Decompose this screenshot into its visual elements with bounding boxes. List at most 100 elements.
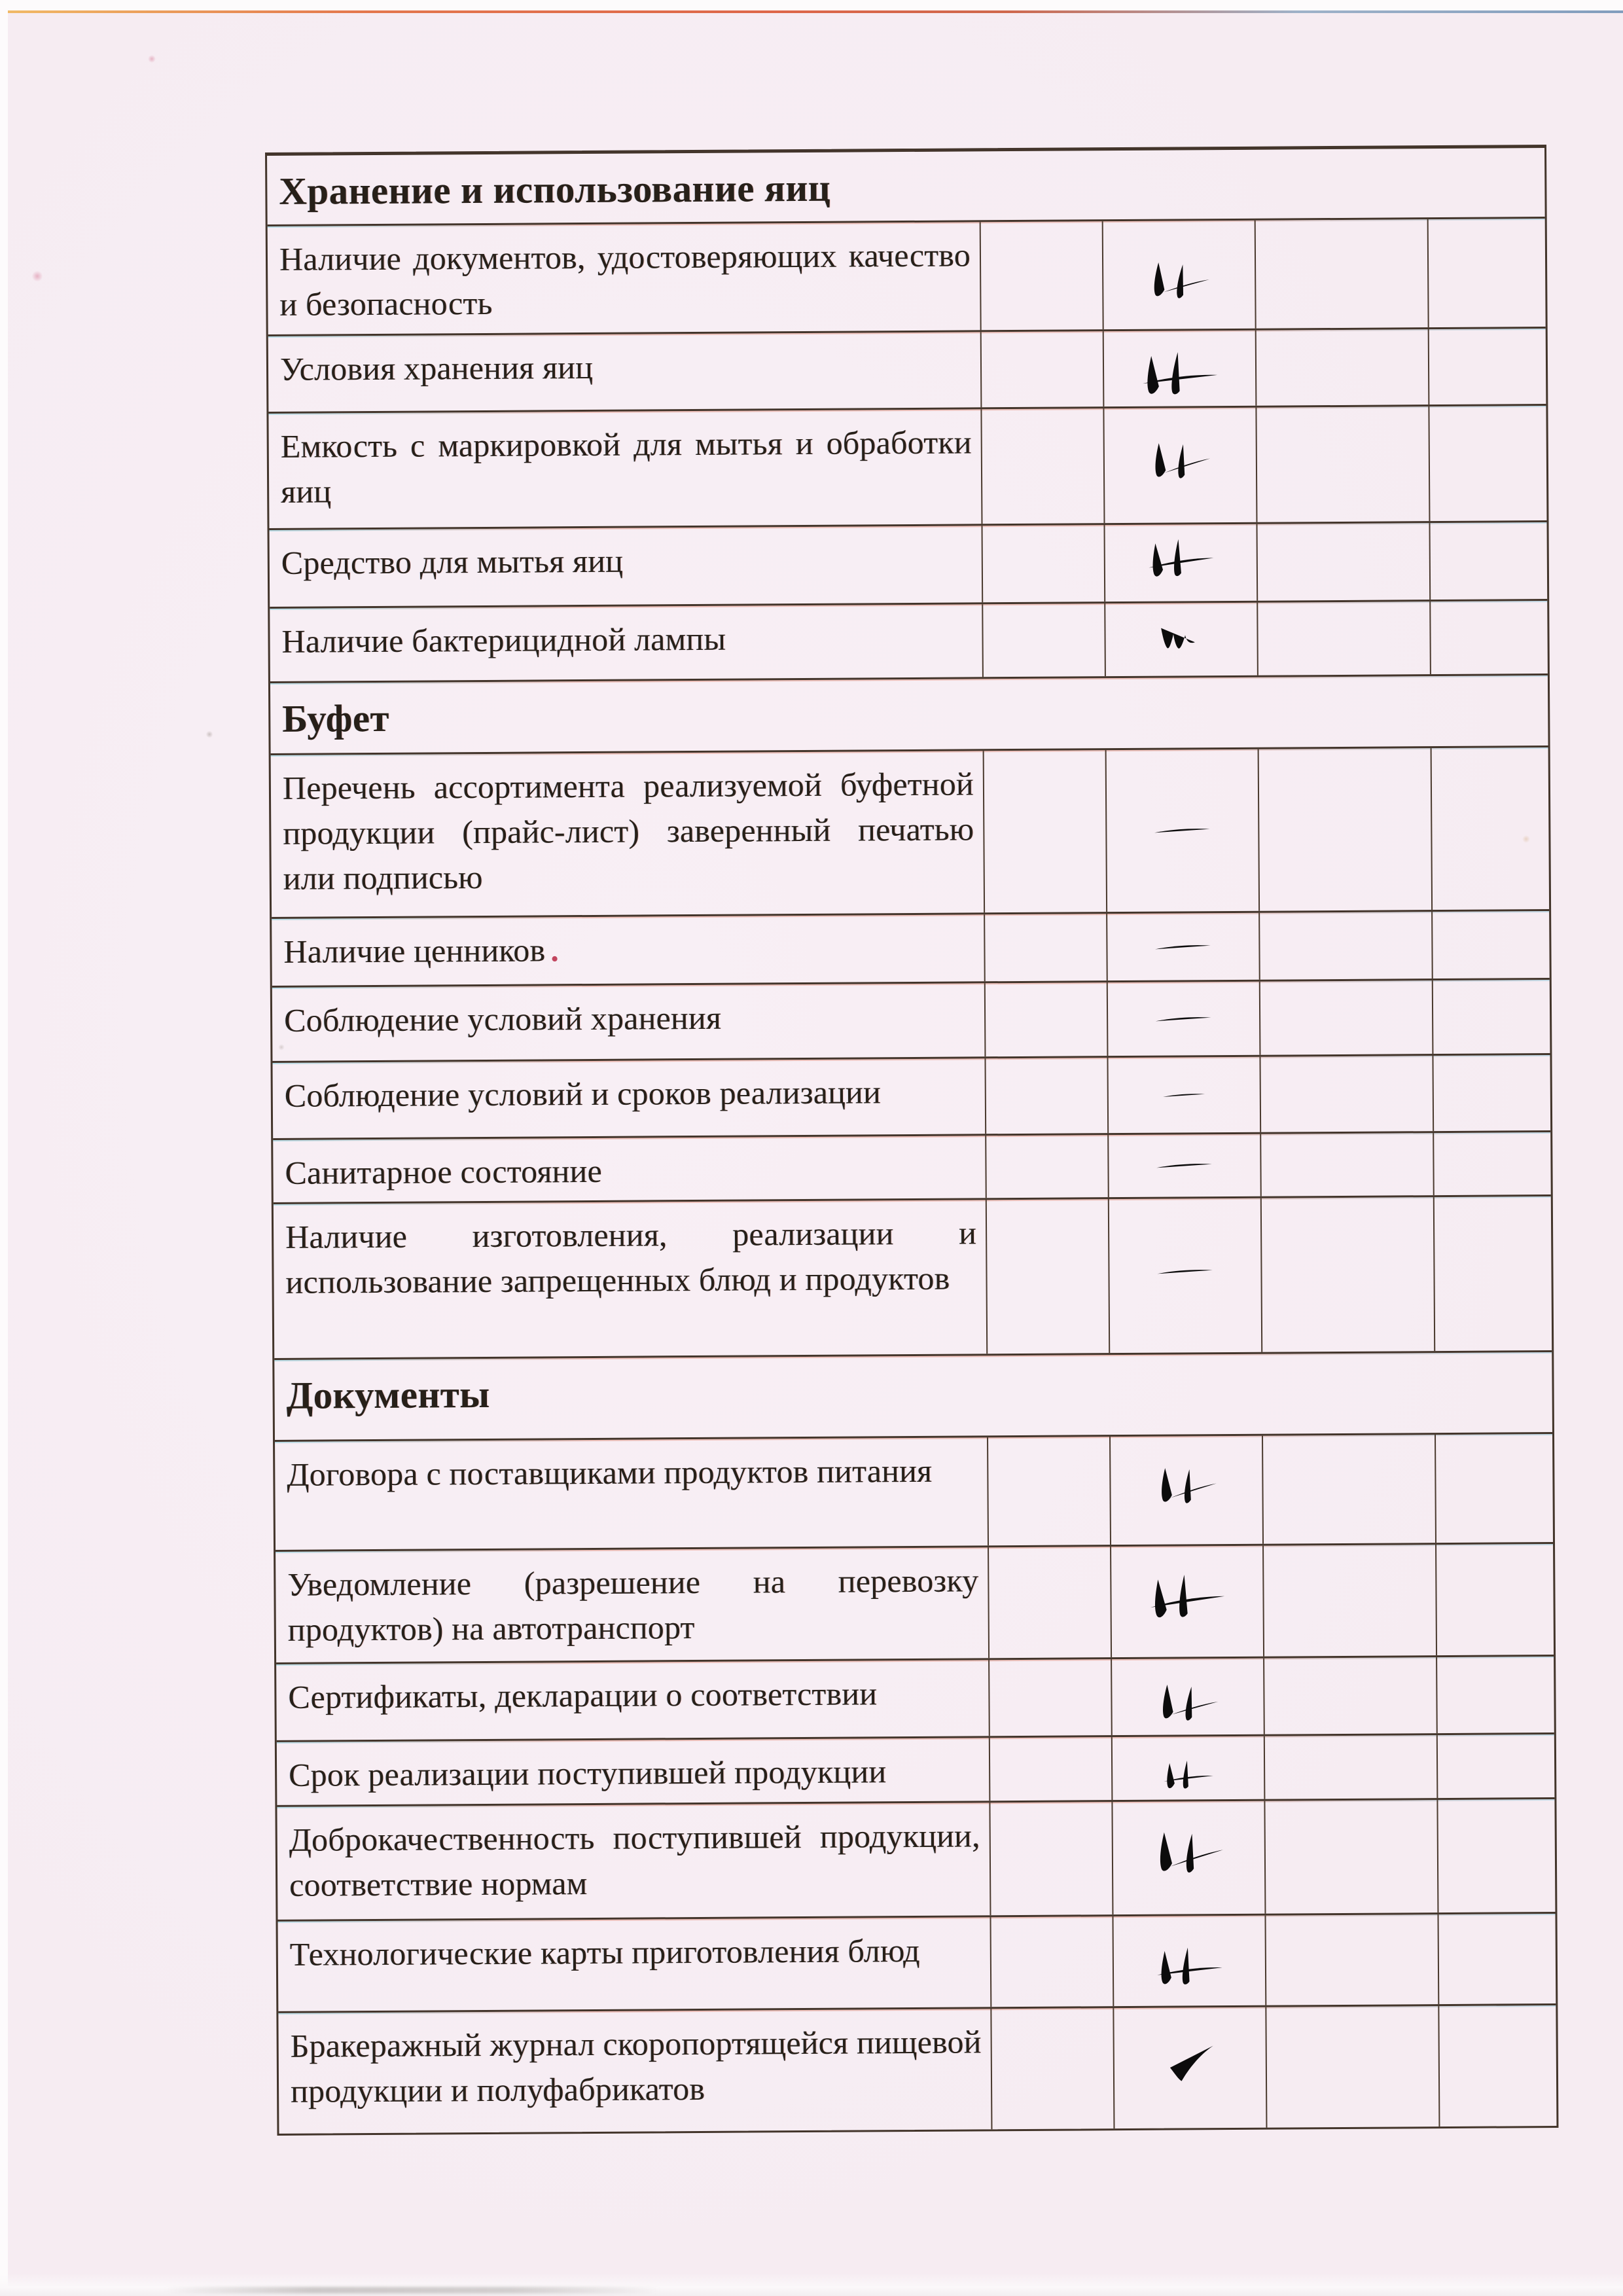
table-row: Соблюдение условий и сроков реализации: [272, 1055, 1551, 1141]
empty-cell-1: [988, 1547, 1111, 1659]
table-row: Технологические карты приготовления блюд: [277, 1914, 1556, 2014]
empty-cell-1: [988, 1737, 1112, 1801]
empty-cell-1: [982, 750, 1107, 913]
mark-cell: [1102, 331, 1256, 407]
empty-cell-1: [987, 1437, 1111, 1546]
empty-cell-4: [1427, 219, 1546, 328]
mark-cell: [1109, 1436, 1263, 1545]
mark-cell: [1101, 221, 1255, 330]
empty-cell-3: [1257, 748, 1432, 912]
table-row: Наличие бактерицидной лампы: [270, 601, 1548, 684]
table-row: Уведомление (разрешение на перевозку про…: [276, 1544, 1554, 1665]
scan-bottom-smudge: [164, 2287, 661, 2293]
item-label-cell: Соблюдение условий хранения: [272, 984, 985, 1062]
item-label: Наличие изготовления, реализации и испол…: [285, 1214, 977, 1301]
empty-cell-4: [1436, 1657, 1554, 1734]
section-title: Документы: [274, 1352, 1552, 1440]
table-row: Наличие ценников.: [272, 911, 1550, 988]
section-title-text: Хранение и использование яиц: [279, 166, 831, 213]
scan-top-edge: [0, 0, 1623, 10]
empty-cell-1: [984, 914, 1107, 982]
empty-cell-1: [982, 603, 1105, 677]
table-row: Доброкачественность поступившей продукци…: [277, 1799, 1556, 1922]
empty-cell-4: [1436, 1734, 1555, 1799]
item-label: Перечень ассортимента реализуемой буфетн…: [282, 765, 974, 897]
empty-cell-3: [1257, 601, 1430, 676]
empty-cell-4: [1429, 601, 1548, 675]
empty-cell-1: [990, 1916, 1113, 2007]
handwritten-check-mark: [1111, 1668, 1264, 1748]
section-title-text: Буфет: [282, 696, 390, 741]
handwritten-check-mark: [1113, 1801, 1264, 1914]
empty-cell-3: [1256, 523, 1430, 601]
empty-cell-3: [1260, 1133, 1433, 1197]
empty-cell-1: [984, 1058, 1108, 1134]
handwritten-check-mark: [1111, 1546, 1263, 1657]
item-label: Емкость с маркировкой для мытья и обрабо…: [280, 423, 972, 511]
item-label-cell: Наличие изготовления, реализации и испол…: [274, 1200, 986, 1359]
empty-cell-3: [1263, 1735, 1437, 1800]
item-label-cell: Срок реализации поступившей продукции: [277, 1738, 990, 1806]
section-header-row: Буфет: [270, 675, 1548, 756]
item-label-cell: Сертификаты, декларации о соответствии: [276, 1660, 989, 1741]
handwritten-dash-mark: [1108, 1057, 1260, 1133]
table-row: Санитарное состояние: [273, 1132, 1551, 1205]
item-label: Наличие документов, удостоверяющих качес…: [279, 236, 971, 323]
handwritten-check-mark: [1114, 2007, 1266, 2128]
mark-cell: [1107, 1057, 1260, 1134]
handwritten-dash-mark: [1109, 1194, 1261, 1349]
item-label: Соблюдение условий хранения: [283, 999, 722, 1039]
item-label-cell: Наличие бактерицидной лампы: [270, 605, 982, 682]
item-label: Бракеражный журнал скоропортящейся пищев…: [290, 2023, 982, 2110]
mark-cell: [1104, 603, 1257, 677]
item-label-cell: Уведомление (разрешение на перевозку про…: [276, 1548, 988, 1663]
item-label-cell: Бракеражный журнал скоропортящейся пищев…: [278, 2009, 991, 2134]
item-label-cell: Технологические карты приготовления блюд: [278, 1918, 991, 2012]
handwritten-check-mark: [1103, 340, 1257, 420]
empty-cell-3: [1255, 406, 1429, 523]
scan-top-color-line: [0, 10, 1623, 13]
handwritten-dash-mark: [1107, 913, 1259, 980]
empty-cell-3: [1265, 2006, 1439, 2128]
empty-cell-1: [990, 2008, 1114, 2130]
mark-cell: [1107, 1134, 1260, 1198]
empty-cell-3: [1264, 1914, 1438, 2006]
item-label: Доброкачественность поступившей продукци…: [289, 1817, 980, 1904]
handwritten-check-mark: [1111, 1436, 1262, 1545]
empty-cell-4: [1435, 1544, 1554, 1656]
item-label: Уведомление (разрешение на перевозку про…: [287, 1562, 979, 1649]
section-title: Хранение и использование яиц: [267, 148, 1545, 224]
table-row: Условия хранения яиц: [268, 329, 1546, 414]
empty-cell-3: [1262, 1545, 1436, 1657]
empty-cell-3: [1255, 329, 1429, 406]
handwritten-dash-mark: [1108, 982, 1260, 1056]
item-label: Договора с поставщиками продуктов питани…: [287, 1452, 933, 1494]
table-row: Емкость с маркировкой для мытья и обрабо…: [268, 406, 1547, 531]
handwritten-check-mark: [1105, 524, 1257, 601]
mark-cell: [1103, 408, 1257, 524]
item-label: Соблюдение условий и сроков реализации: [284, 1073, 882, 1115]
item-label-cell: Доброкачественность поступившей продукци…: [277, 1803, 990, 1920]
table-row: Бракеражный журнал скоропортящейся пищев…: [278, 2005, 1557, 2134]
mark-cell: [1112, 1916, 1266, 2007]
empty-cell-1: [985, 1199, 1109, 1354]
mark-cell: [1105, 749, 1259, 912]
table-row: Соблюдение условий хранения: [272, 980, 1550, 1064]
item-label-cell: Соблюдение условий и сроков реализации: [272, 1059, 985, 1139]
empty-cell-4: [1428, 406, 1547, 522]
item-label-cell: Средство для мытья яиц: [270, 526, 982, 607]
section-header-row: Документы: [274, 1352, 1552, 1443]
item-label-cell: Условия хранения яиц: [268, 332, 981, 412]
empty-cell-4: [1427, 329, 1546, 405]
table-row: Перечень ассортимента реализуемой буфетн…: [270, 747, 1550, 920]
empty-cell-3: [1259, 1056, 1433, 1133]
handwritten-dash-mark: [1109, 1134, 1260, 1197]
section-title: Буфет: [270, 675, 1548, 753]
mark-cell: [1111, 1736, 1264, 1801]
item-label: Условия хранения яиц: [279, 349, 594, 388]
scan-bottom-edge: [0, 2274, 1623, 2296]
mark-cell: [1110, 1546, 1264, 1658]
empty-cell-4: [1429, 522, 1548, 600]
mark-cell: [1113, 2007, 1266, 2129]
item-label: Наличие ценников: [283, 931, 546, 971]
